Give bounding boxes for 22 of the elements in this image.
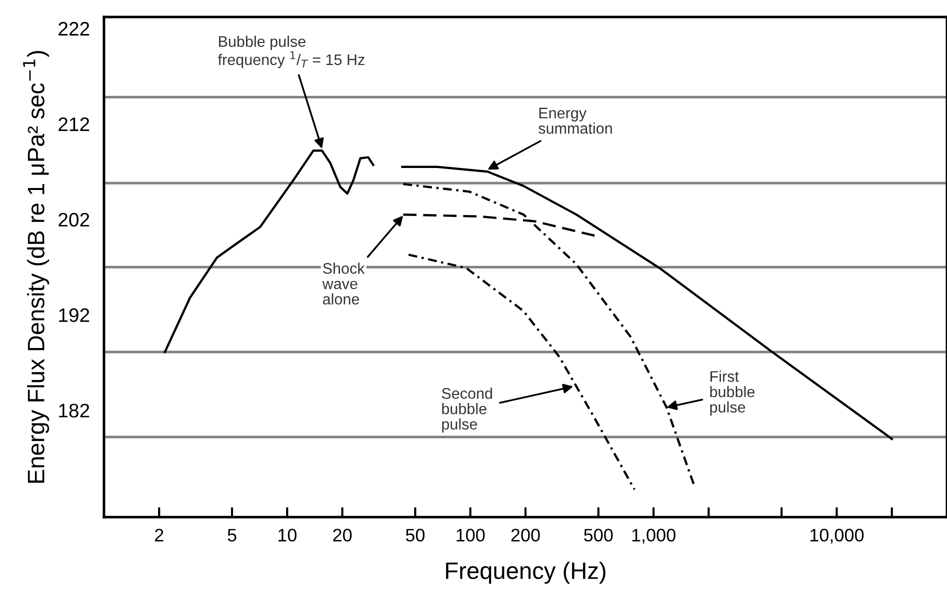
x-tick-label: 500	[584, 528, 613, 542]
y-tick-label: 192	[59, 308, 90, 322]
y-axis-title: Energy Flux Density (dB re 1 μPa² sec$^{−1}$)	[23, 51, 50, 483]
x-tick-label: 5	[228, 528, 236, 542]
annotation: First bubble pulse	[710, 370, 754, 416]
annotation: Energy summation	[538, 108, 612, 134]
y-tick-label: 182	[59, 404, 90, 418]
x-tick-label: 10	[278, 528, 296, 542]
x-tick-label: 10,000	[810, 528, 864, 544]
x-tick-label: 200	[511, 528, 540, 542]
x-tick-label: 1,000	[632, 528, 676, 544]
x-tick-label: 2	[155, 528, 164, 542]
y-tick-label: 212	[58, 117, 90, 131]
annotation: Second bubble pulse	[442, 388, 492, 433]
annotation: Bubble pulse frequency $^{1}$/$_{T}$ = 15 Hz	[218, 36, 364, 68]
x-tick-label: 50	[406, 528, 425, 542]
x-axis-title: Frequency (Hz)	[446, 562, 606, 584]
y-tick-label: 202	[58, 212, 90, 227]
x-tick-label: 20	[333, 528, 352, 542]
y-tick-label: 222	[58, 22, 90, 36]
x-tick-label: 100	[456, 528, 485, 542]
annotation: Shock wave alone	[322, 262, 365, 305]
